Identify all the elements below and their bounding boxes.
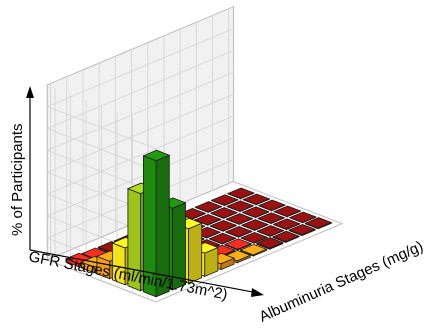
bar-top-face	[304, 217, 333, 229]
x-axis-arrowhead	[251, 288, 264, 297]
bar-top-face	[271, 230, 300, 243]
grid-line-horizontal	[47, 49, 234, 130]
bar-gfr1-alb11	[226, 187, 255, 200]
bar-top-face	[239, 243, 268, 256]
bar-gfr1-alb10	[210, 194, 239, 207]
bar-gfr2-alb8	[193, 213, 222, 226]
bar-top-face	[224, 238, 253, 250]
x-axis-line	[29, 249, 259, 294]
bar-top-face	[257, 199, 286, 211]
bar-top-face	[193, 213, 222, 226]
grid-line-horizontal	[47, 137, 234, 217]
bar-gfr5-alb10	[272, 218, 301, 231]
bar-top-face	[241, 206, 270, 218]
bar-gfr6-alb9	[271, 230, 300, 243]
bar-gfr1-alb9	[194, 201, 223, 213]
bar-gfr4-alb11	[273, 205, 302, 218]
bar-top-face	[224, 225, 253, 238]
bar-top-face	[273, 205, 302, 217]
bar-top-face	[240, 219, 269, 231]
grid-line-horizontal	[47, 115, 234, 195]
bar-gfr4-alb10	[257, 212, 286, 225]
bar-top-face	[272, 218, 301, 230]
bar-top-face	[194, 201, 223, 213]
bar-top-face	[288, 223, 317, 236]
bar-gfr3-alb11	[257, 199, 286, 212]
bar-top-face	[288, 211, 317, 223]
bar-top-face	[210, 194, 239, 206]
bar-top-face	[209, 207, 238, 219]
z-axis-label: Albuminuria Stages (mg/g)	[257, 238, 426, 326]
bar-gfr5-alb11	[288, 211, 317, 224]
grid-line-horizontal	[47, 93, 234, 173]
bar-gfr4-alb8	[224, 225, 253, 238]
bar-front-face	[188, 222, 203, 284]
bar-gfr6-alb7	[239, 243, 268, 257]
bar-top-face	[209, 219, 238, 232]
bar-top-face	[226, 200, 255, 212]
bar-top-face	[208, 232, 237, 245]
bar-gfr4-alb7	[208, 232, 237, 245]
bar-gfr6-alb10	[288, 223, 317, 237]
bar-gfr2-alb11	[242, 193, 271, 206]
bar-top-face	[255, 237, 284, 249]
bar-top-face	[242, 193, 271, 205]
bar-top-face	[256, 225, 285, 237]
bar-gfr2-alb10	[226, 200, 255, 213]
grid-line-horizontal	[47, 71, 234, 151]
bar-gfr5-alb9	[256, 225, 285, 237]
bar-gfr3-alb8	[209, 219, 238, 232]
bar-gfr3-alb9	[225, 213, 254, 225]
bar-top-face	[257, 212, 286, 224]
bar-gfr2-alb9	[209, 207, 238, 219]
bar-gfr5-alb8	[240, 231, 269, 244]
bar-top-face	[142, 149, 171, 162]
bar-gfr3-alb10	[241, 206, 270, 219]
bar-gfr6-alb11	[304, 217, 333, 230]
bar-top-face	[225, 213, 254, 225]
bar-top-face	[226, 187, 255, 199]
y-axis-arrowhead	[26, 86, 34, 98]
bar-top-face	[240, 231, 269, 244]
y-axis-label: % of Participants	[9, 123, 26, 236]
bar-gfr6-alb8	[255, 237, 284, 250]
bar-gfr4-alb9	[240, 219, 269, 231]
bar-gfr5-alb7	[224, 238, 253, 251]
bar-gfr6-alb1	[142, 149, 171, 298]
bars	[64, 149, 333, 298]
grid-line-horizontal	[47, 28, 234, 108]
